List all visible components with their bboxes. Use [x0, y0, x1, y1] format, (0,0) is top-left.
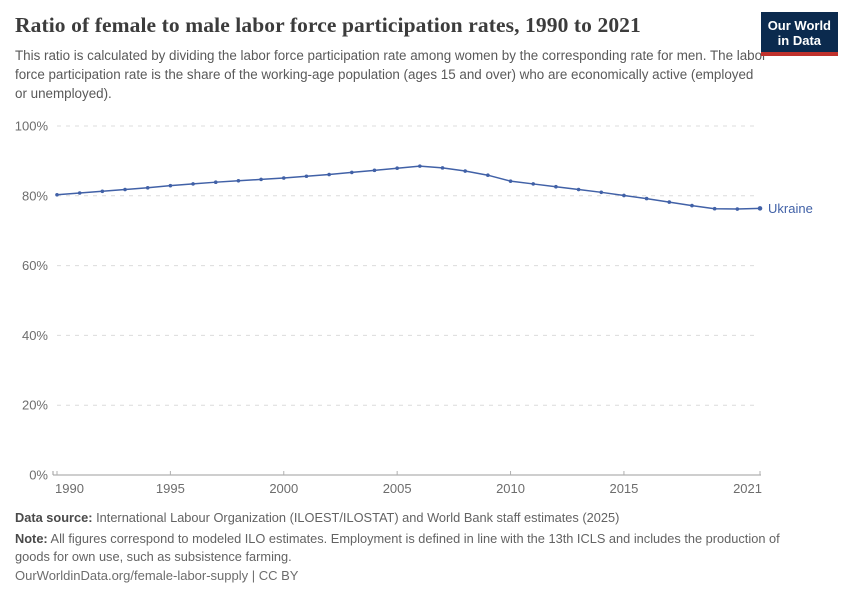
x-axis-label-2005: 2005 [383, 481, 412, 496]
data-point-ukraine-2001[interactable] [304, 174, 309, 179]
data-point-ukraine-2014[interactable] [599, 190, 604, 195]
x-axis-label-2000: 2000 [269, 481, 298, 496]
data-point-ukraine-2003[interactable] [350, 170, 354, 175]
chart-subtitle: This ratio is calculated by dividing the… [15, 48, 767, 101]
data-point-ukraine-2016[interactable] [644, 196, 649, 201]
y-axis-label-40: 40% [22, 328, 48, 343]
data-point-ukraine-1997[interactable] [213, 180, 218, 184]
data-source-line: Data source: International Labour Organi… [15, 509, 815, 527]
data-point-ukraine-2018[interactable] [690, 203, 694, 208]
y-axis-label-60: 60% [22, 258, 48, 273]
data-point-ukraine-2021[interactable] [757, 206, 763, 211]
data-point-ukraine-1993[interactable] [123, 187, 127, 192]
data-point-ukraine-1994[interactable] [145, 185, 150, 190]
data-point-ukraine-2000[interactable] [281, 176, 286, 180]
data-source-label: Data source: [15, 510, 93, 525]
owid-logo-line1: Our World [767, 18, 831, 33]
data-point-ukraine-2019[interactable] [712, 206, 717, 211]
y-axis-label-20: 20% [22, 398, 48, 413]
page-title: Ratio of female to male labor force part… [15, 13, 641, 37]
data-point-ukraine-2011[interactable] [531, 182, 536, 186]
data-point-ukraine-1996[interactable] [191, 182, 195, 186]
x-axis-label-1990: 1990 [55, 481, 84, 496]
data-source-text: International Labour Organization (ILOES… [92, 510, 620, 525]
x-axis-label-2015: 2015 [609, 481, 638, 496]
data-point-ukraine-2010[interactable] [508, 179, 513, 183]
data-point-ukraine-1992[interactable] [100, 189, 105, 194]
data-point-ukraine-1995[interactable] [168, 183, 173, 188]
note-text: All figures correspond to modeled ILO es… [15, 531, 780, 564]
data-point-ukraine-2009[interactable] [486, 173, 490, 178]
y-axis-label-0: 0% [29, 468, 48, 483]
x-axis-label-2021: 2021 [733, 481, 762, 496]
data-point-ukraine-2020[interactable] [735, 207, 740, 211]
data-point-ukraine-2007[interactable] [440, 166, 445, 170]
owid-logo[interactable]: Our World in Data [760, 12, 838, 56]
data-point-ukraine-2015[interactable] [622, 193, 626, 198]
data-point-ukraine-2012[interactable] [554, 184, 558, 189]
owid-logo-line2: in Data [777, 33, 822, 48]
chart-line-ukraine[interactable] [56, 165, 761, 210]
data-point-ukraine-2004[interactable] [372, 168, 377, 173]
data-point-ukraine-2005[interactable] [395, 166, 399, 171]
license-line: OurWorldinData.org/female-labor-supply |… [15, 568, 299, 583]
data-point-ukraine-1990[interactable] [55, 192, 59, 197]
data-point-ukraine-2013[interactable] [576, 187, 581, 192]
data-point-ukraine-2002[interactable] [327, 172, 331, 177]
x-axis-label-1995: 1995 [156, 481, 185, 496]
data-point-ukraine-2006[interactable] [418, 164, 422, 168]
series-label-ukraine: Ukraine [768, 201, 813, 216]
note-line: Note: All figures correspond to modeled … [15, 530, 793, 565]
y-axis-label-80: 80% [22, 188, 48, 203]
x-axis-label-2010: 2010 [496, 481, 525, 496]
data-point-ukraine-2008[interactable] [463, 169, 467, 173]
data-point-ukraine-1998[interactable] [236, 178, 241, 183]
y-axis-label-100: 100% [15, 119, 49, 134]
data-point-ukraine-1991[interactable] [77, 191, 82, 195]
data-point-ukraine-1999[interactable] [259, 177, 263, 182]
note-label: Note: [15, 531, 48, 546]
data-point-ukraine-2017[interactable] [667, 200, 672, 204]
